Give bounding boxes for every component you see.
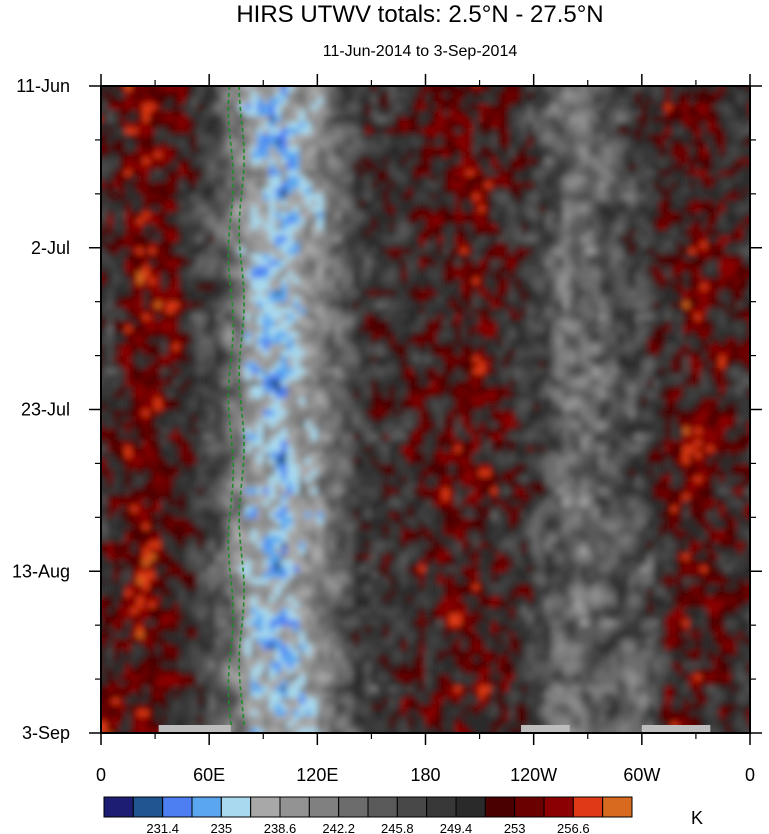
colorbar-swatch bbox=[543, 796, 574, 818]
colorbar-unit: K bbox=[691, 808, 703, 828]
colorbar-swatch bbox=[426, 796, 457, 818]
dashed-contour-line bbox=[227, 86, 235, 727]
y-tick-label: 3-Sep bbox=[22, 723, 70, 743]
y-tick-label: 23-Jul bbox=[21, 400, 70, 420]
colorbar-swatch bbox=[191, 796, 222, 818]
missing-data-bar bbox=[158, 725, 231, 732]
chart-subtitle: 11-Jun-2014 to 3-Sep-2014 bbox=[323, 43, 518, 60]
colorbar-label: 245.8 bbox=[381, 821, 414, 834]
y-tick-label: 13-Aug bbox=[12, 561, 70, 581]
missing-data-bar bbox=[521, 725, 570, 732]
colorbar-swatch bbox=[103, 796, 134, 818]
colorbar-swatch bbox=[338, 796, 369, 818]
y-tick-label: 11-Jun bbox=[16, 76, 70, 96]
x-tick-label: 0 bbox=[96, 765, 106, 785]
x-tick-label: 60E bbox=[193, 765, 225, 785]
colorbar-swatch bbox=[514, 796, 545, 818]
colorbar: 231.4 235 238.6 242.2 245.8 249.4 253 256.6 bbox=[103, 796, 633, 834]
colorbar-swatch bbox=[220, 796, 252, 818]
colorbar-swatch bbox=[279, 796, 310, 818]
colorbar-label: 249.4 bbox=[440, 821, 473, 834]
colorbar-swatch bbox=[250, 796, 281, 818]
y-tick-label: 2-Jul bbox=[31, 238, 70, 258]
colorbar-swatch bbox=[572, 796, 604, 818]
colorbar-swatch bbox=[132, 796, 164, 818]
colorbar-swatch bbox=[396, 796, 428, 818]
colorbar-label: 242.2 bbox=[322, 821, 355, 834]
x-tick-label: 0 bbox=[745, 765, 755, 785]
x-axis-labels: 0 60E 120E 180 120W 60W 0 bbox=[96, 765, 755, 785]
colorbar-swatch bbox=[162, 796, 193, 818]
x-tick-label: 180 bbox=[410, 765, 440, 785]
x-tick-label: 120W bbox=[510, 765, 557, 785]
x-tick-label: 120E bbox=[296, 765, 338, 785]
missing-data-bar bbox=[641, 725, 711, 732]
colorbar-label: 238.6 bbox=[264, 821, 297, 834]
colorbar-label: 231.4 bbox=[146, 821, 179, 834]
colorbar-swatch bbox=[367, 796, 398, 818]
y-axis-labels: 11-Jun 2-Jul 23-Jul 13-Aug 3-Sep bbox=[12, 76, 70, 743]
plot-frame bbox=[100, 85, 751, 734]
colorbar-swatch bbox=[484, 796, 516, 818]
colorbar-swatch bbox=[602, 796, 633, 818]
colorbar-label: 253 bbox=[504, 821, 526, 834]
chart-title: HIRS UTWV totals: 2.5°N - 27.5°N bbox=[236, 1, 603, 28]
x-tick-label: 60W bbox=[623, 765, 660, 785]
heatmap-field bbox=[101, 86, 750, 733]
colorbar-label: 256.6 bbox=[557, 821, 590, 834]
heatmap-overlay bbox=[158, 86, 711, 732]
colorbar-swatch bbox=[308, 796, 340, 818]
colorbar-swatch bbox=[455, 796, 486, 818]
dashed-contour-line bbox=[238, 86, 245, 727]
colorbar-label: 235 bbox=[210, 821, 232, 834]
